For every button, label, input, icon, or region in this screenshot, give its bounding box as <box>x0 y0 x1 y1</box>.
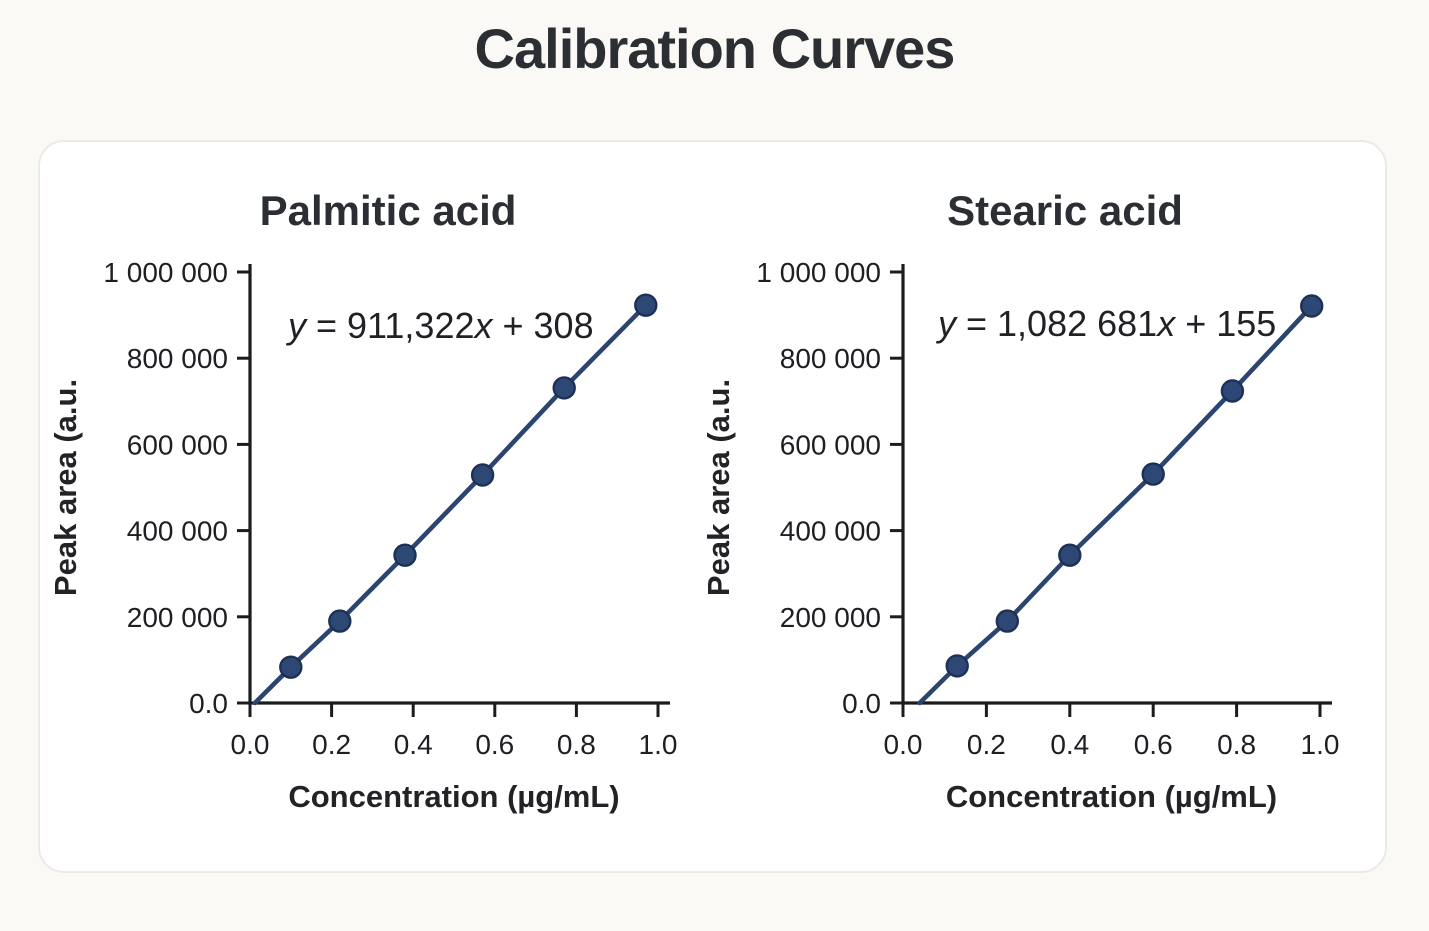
y-axis-title: Peak area (a.u. <box>701 379 736 596</box>
x-tick-label: 0.6 <box>1134 729 1173 760</box>
data-point <box>1141 462 1165 486</box>
equation-label: y = 911,322x + 308 <box>285 305 594 346</box>
y-tick-label: 800 000 <box>127 343 228 374</box>
y-tick-label: 1 000 000 <box>103 257 228 288</box>
equation-label: y = 1,082 681x + 155 <box>935 303 1276 344</box>
x-tick-label: 0.2 <box>967 729 1006 760</box>
chart-title-palmitic-acid: Palmitic acid <box>260 187 517 234</box>
y-tick-label: 400 000 <box>127 516 228 547</box>
charts-card <box>38 140 1387 873</box>
x-tick-label: 1.0 <box>639 729 678 760</box>
y-axis-title: Peak area (a.u. <box>48 379 83 596</box>
y-tick-label: 400 000 <box>780 516 881 547</box>
x-tick-label: 0.0 <box>231 729 270 760</box>
fit-line <box>917 303 1314 706</box>
y-tick-label: 0.0 <box>842 688 881 719</box>
data-point <box>1220 379 1245 403</box>
y-tick-label: 1 000 000 <box>756 257 881 288</box>
x-tick-label: 0.8 <box>1217 729 1256 760</box>
x-tick-label: 0.8 <box>557 729 596 760</box>
data-point <box>328 609 352 633</box>
data-point <box>393 543 417 567</box>
data-point <box>634 293 658 317</box>
data-point <box>995 609 1019 633</box>
data-point <box>1299 294 1324 318</box>
page-title: Calibration Curves <box>474 17 956 80</box>
y-tick-label: 600 000 <box>780 429 881 460</box>
x-tick-label: 1.0 <box>1301 729 1340 760</box>
y-tick-label: 0.0 <box>189 688 228 719</box>
x-axis-title: Concentration (µg/mL) <box>288 779 619 814</box>
plot-palmitic-acid: 0.0 200 000 400 000 600 000 800 000 1 000 000… <box>48 257 677 814</box>
data-point <box>945 654 969 678</box>
x-tick-label: 0.0 <box>884 729 923 760</box>
fit-line <box>252 302 649 706</box>
x-axis-title: Concentration (µg/mL) <box>946 779 1277 814</box>
data-point <box>470 463 495 487</box>
y-tick-label: 600 000 <box>127 429 228 460</box>
y-tick-label: 800 000 <box>780 343 881 374</box>
y-tick-label: 200 000 <box>127 602 228 633</box>
data-point <box>279 655 303 679</box>
chart-title-stearic-acid: Stearic acid <box>947 187 1183 234</box>
data-point <box>1058 543 1082 567</box>
x-tick-label: 0.6 <box>475 729 514 760</box>
plot-stearic-acid: 0.0 200 000 400 000 600 000 800 000 1 000 000… <box>701 257 1339 814</box>
data-point <box>552 376 576 400</box>
x-tick-label: 0.4 <box>394 729 433 760</box>
x-tick-label: 0.2 <box>312 729 351 760</box>
x-tick-label: 0.4 <box>1050 729 1089 760</box>
y-tick-label: 200 000 <box>780 602 881 633</box>
